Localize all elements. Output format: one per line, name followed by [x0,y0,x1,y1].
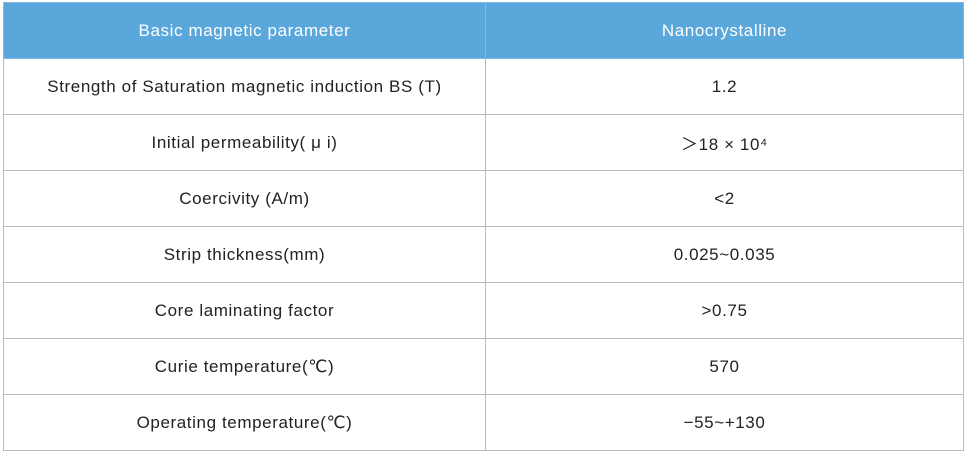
table-head: Basic magnetic parameter Nanocrystalline [3,2,964,59]
table-row: Strip thickness(mm) 0.025~0.035 [3,226,964,283]
parameter-cell: Strip thickness(mm) [3,226,486,283]
value-cell: >0.75 [485,282,964,339]
value-cell: 570 [485,338,964,395]
table-row: Coercivity (A/m) <2 [3,170,964,227]
table-row: Core laminating factor >0.75 [3,282,964,339]
header-cell: Basic magnetic parameter [3,2,486,59]
page: Basic magnetic parameter Nanocrystalline … [3,2,964,451]
parameter-table: Basic magnetic parameter Nanocrystalline … [3,2,964,451]
table-row: Curie temperature(℃) 570 [3,338,964,395]
parameter-cell: Curie temperature(℃) [3,338,486,395]
parameter-cell: Strength of Saturation magnetic inductio… [3,58,486,115]
table-row: Initial permeability( μ i) ＞18 × 10⁴ [3,114,964,171]
table-row: Operating temperature(℃) −55~+130 [3,394,964,451]
value-cell: 0.025~0.035 [485,226,964,283]
parameter-cell: Operating temperature(℃) [3,394,486,451]
parameter-cell: Initial permeability( μ i) [3,114,486,171]
header-row: Basic magnetic parameter Nanocrystalline [3,2,964,59]
parameter-cell: Coercivity (A/m) [3,170,486,227]
value-cell: 1.2 [485,58,964,115]
table-body: Strength of Saturation magnetic inductio… [3,58,964,451]
header-cell: Nanocrystalline [485,2,964,59]
value-cell: −55~+130 [485,394,964,451]
value-cell: ＞18 × 10⁴ [485,114,964,171]
table-row: Strength of Saturation magnetic inductio… [3,58,964,115]
parameter-cell: Core laminating factor [3,282,486,339]
value-cell: <2 [485,170,964,227]
